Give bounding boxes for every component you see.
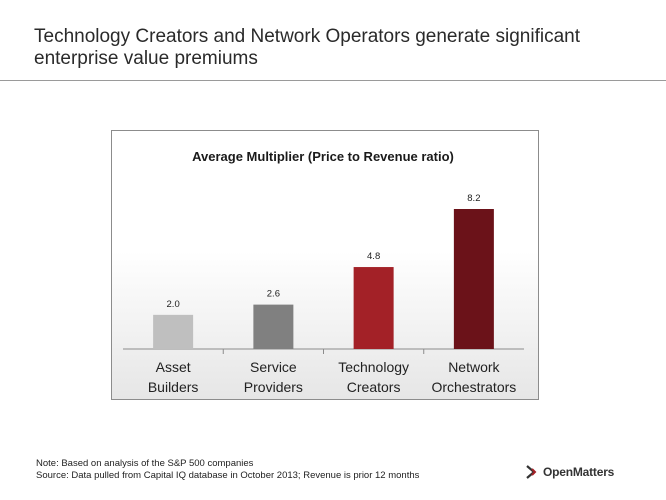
category-label: Builders [148,379,199,395]
chevron-arrow-icon [526,465,537,479]
footnote: Note: Based on analysis of the S&P 500 c… [36,458,419,482]
bar-network-orchestrators [453,209,494,349]
slide-title: Technology Creators and Network Operator… [34,26,644,70]
slide-title-line-1: Technology Creators and Network Operator… [34,26,581,47]
title-divider [0,80,666,81]
chart-panel: Average Multiplier (Price to Revenue rat… [111,130,539,400]
note-text: Note: Based on analysis of the S&P 500 c… [36,458,254,469]
category-label: Creators [347,379,401,395]
bar-asset-builders [153,314,194,349]
data-label: 2.6 [267,289,280,300]
slide-title-line-2: enterprise value premiums [34,48,258,69]
category-label: Technology [338,359,409,375]
category-label: Asset [156,359,191,375]
data-label: 8.2 [467,193,480,204]
openmatters-logo: OpenMatters [524,462,614,482]
bar-chart: Average Multiplier (Price to Revenue rat… [123,149,524,395]
source-text: Source: Data pulled from Capital IQ data… [36,470,420,481]
category-label: Providers [244,379,303,395]
data-label: 2.0 [167,299,180,310]
logo-text: OpenMatters [543,465,615,479]
category-label: Service [250,359,297,375]
chart-title: Average Multiplier (Price to Revenue rat… [192,149,454,164]
bar-technology-creators [353,267,394,349]
category-label: Network [448,359,500,375]
bar-service-providers [253,304,294,349]
category-label: Orchestrators [431,379,516,395]
data-label: 4.8 [367,251,380,262]
